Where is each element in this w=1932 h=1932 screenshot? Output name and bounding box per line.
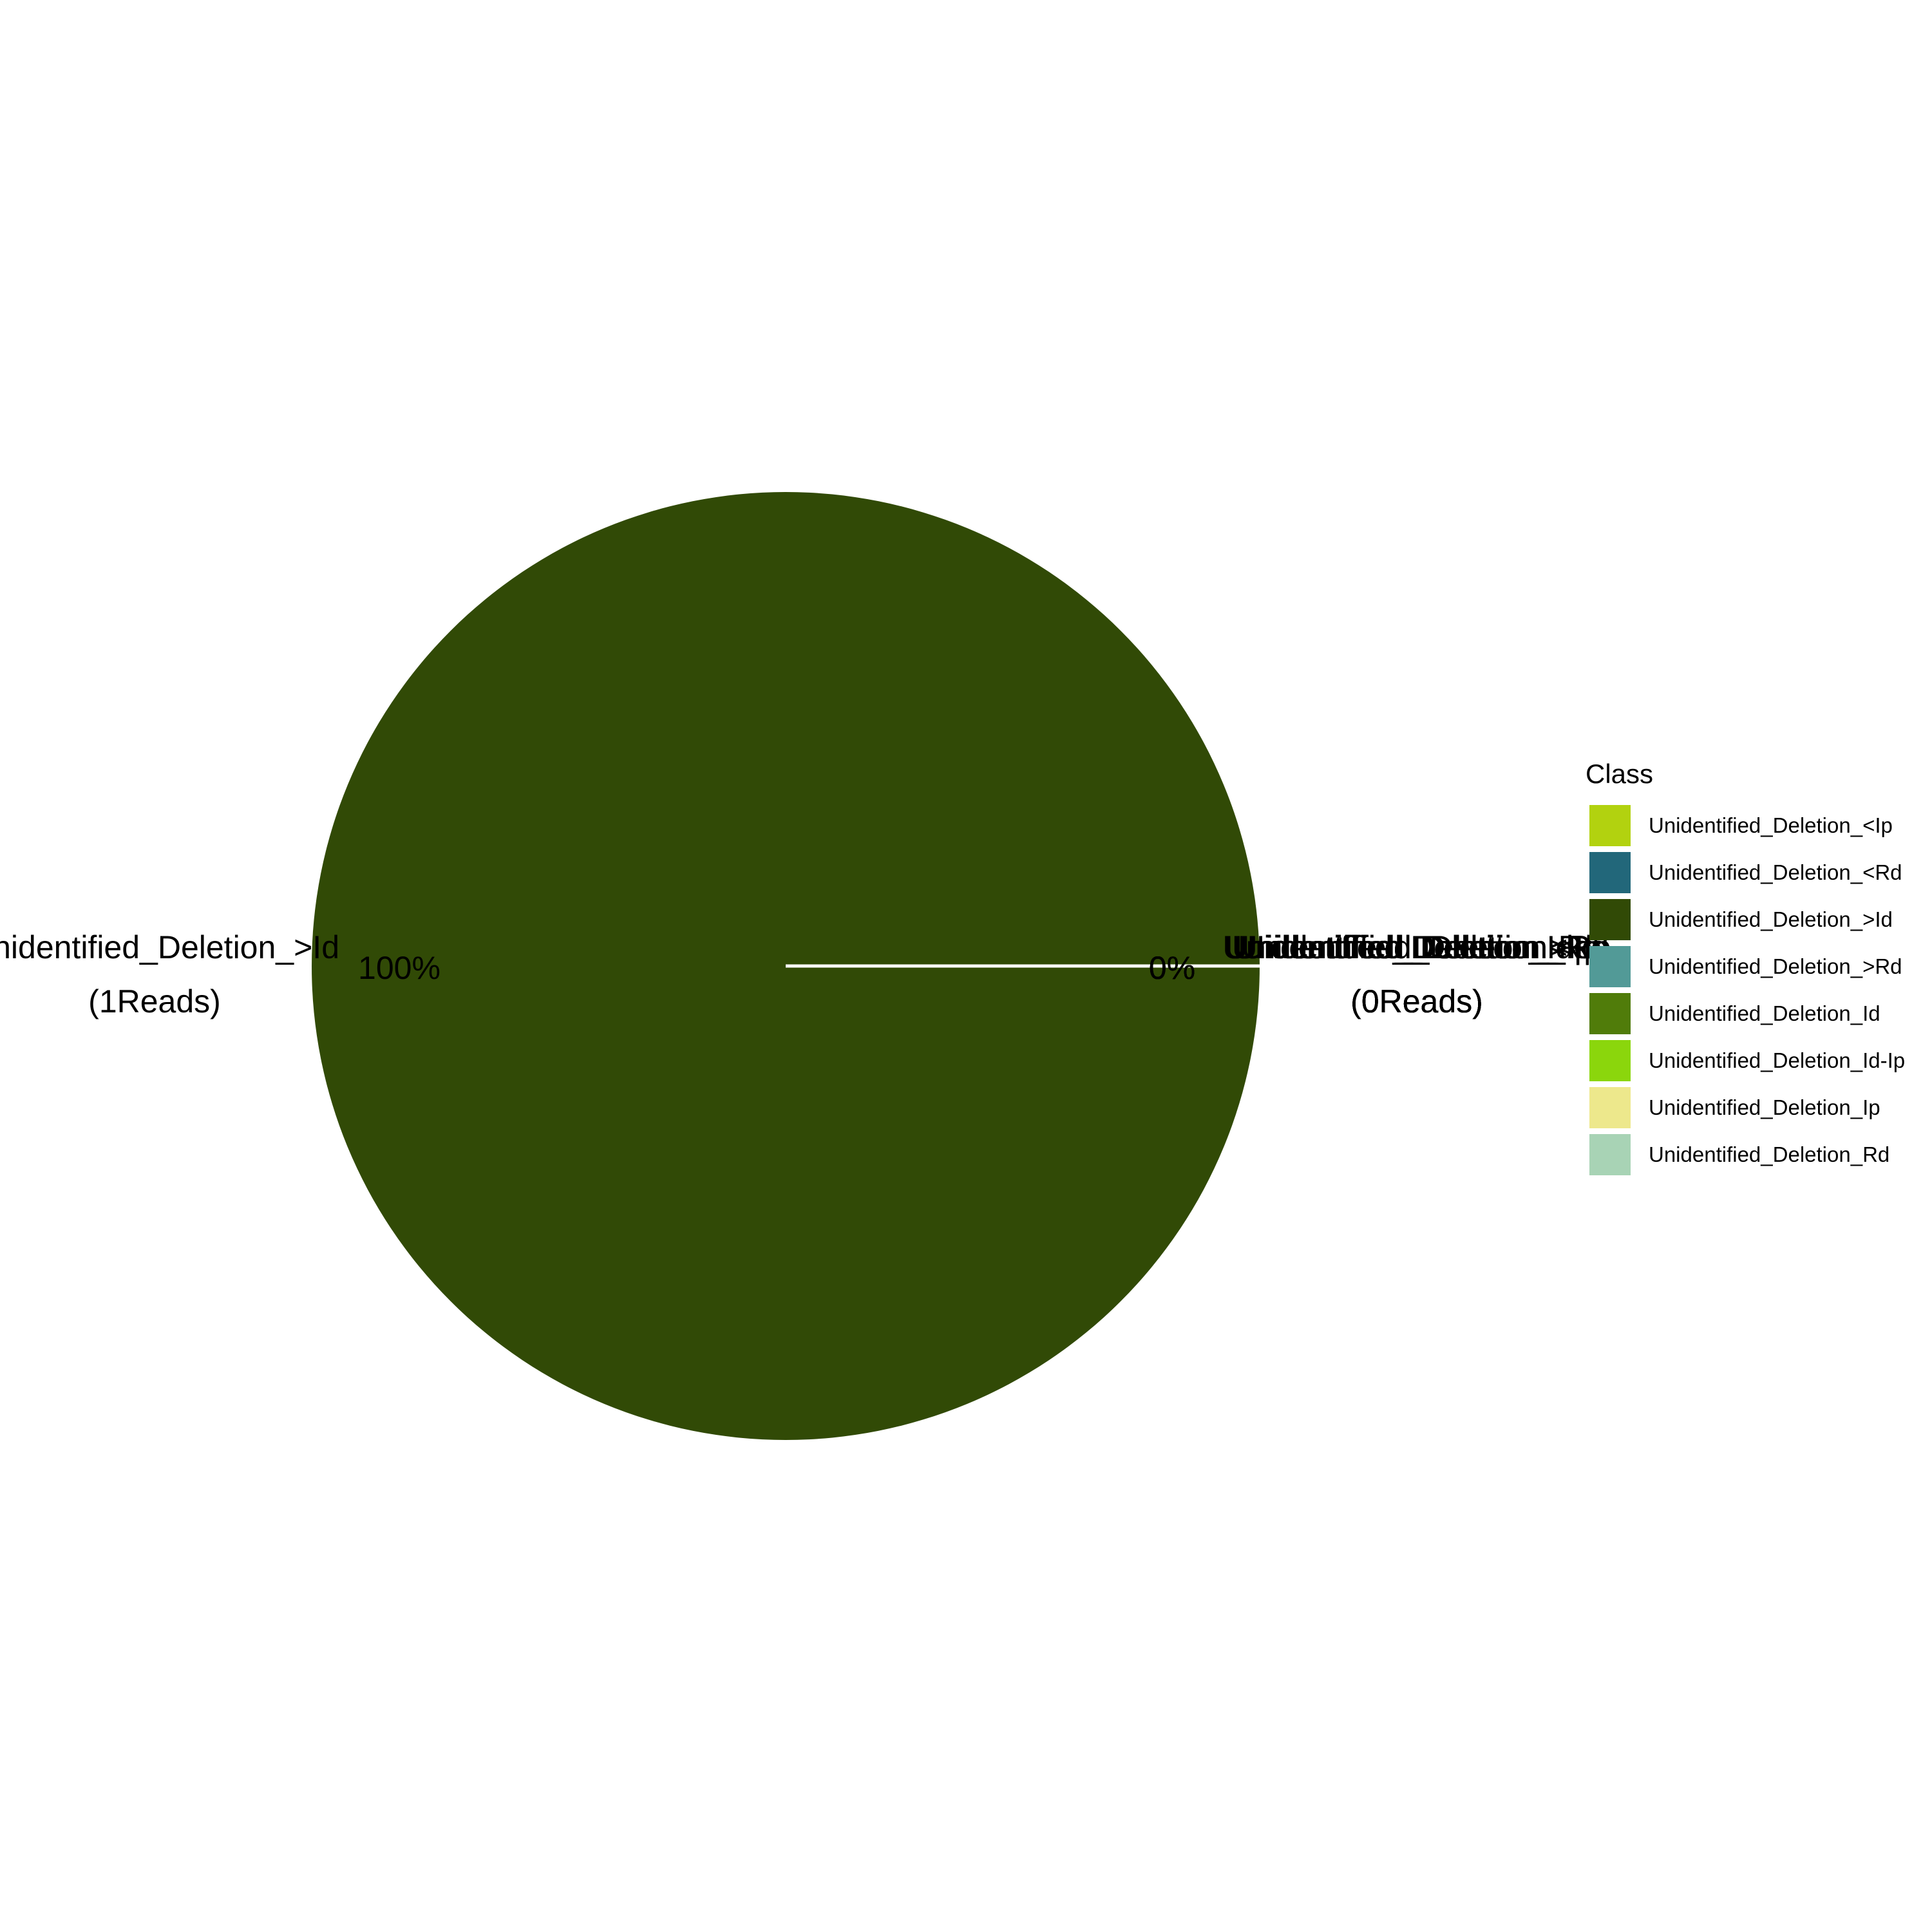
slice-name-label-unidentified-deletion-lt-rd: Unidentified_Deletion_<Rd	[1225, 929, 1609, 965]
slice-name-label-unidentified-deletion-lt-ip: Unidentified_Deletion_<Ip	[1232, 929, 1602, 965]
legend-title: Class	[1586, 759, 1653, 789]
slice-name-label-unidentified-deletion-ip: Unidentified_Deletion_Ip	[1242, 929, 1593, 965]
legend-key-unidentified-deletion-rd	[1589, 1134, 1631, 1175]
slice-percent-label-unidentified-deletion-ip: 0%	[1149, 950, 1195, 986]
legend-label-unidentified-deletion-ip: Unidentified_Deletion_Ip	[1649, 1095, 1880, 1119]
slice-reads-label-unidentified-deletion-rd: (0Reads)	[1350, 983, 1483, 1019]
legend-label-unidentified-deletion-lt-rd: Unidentified_Deletion_<Rd	[1649, 860, 1902, 884]
slice-reads-label-unidentified-deletion-gt-id: (1Reads)	[88, 983, 221, 1019]
legend-label-unidentified-deletion-lt-ip: Unidentified_Deletion_<Ip	[1649, 813, 1893, 837]
slice-name-label-unidentified-deletion-id: Unidentified_Deletion_Id	[1242, 929, 1593, 965]
slice-percent-label-unidentified-deletion-gt-rd: 0%	[1149, 950, 1195, 986]
slice-percent-label-unidentified-deletion-id: 0%	[1149, 950, 1195, 986]
legend-label-unidentified-deletion-id: Unidentified_Deletion_Id	[1649, 1001, 1880, 1025]
legend-label-unidentified-deletion-id-ip: Unidentified_Deletion_Id-Ip	[1649, 1048, 1905, 1072]
slice-percent-label-unidentified-deletion-lt-rd: 0%	[1149, 950, 1195, 986]
legend-label-unidentified-deletion-gt-id: Unidentified_Deletion_>Id	[1649, 907, 1893, 931]
slice-name-label-unidentified-deletion-rd: Unidentified_Deletion_Rd	[1234, 929, 1599, 965]
slice-name-label-unidentified-deletion-gt-rd: Unidentified_Deletion_>Rd	[1225, 929, 1609, 965]
legend-key-unidentified-deletion-gt-id	[1589, 899, 1631, 940]
legend-key-unidentified-deletion-id-ip	[1589, 1040, 1631, 1081]
slice-percent-label-unidentified-deletion-lt-ip: 0%	[1149, 950, 1195, 986]
slice-name-label-unidentified-deletion-gt-id: Unidentified_Deletion_>Id	[0, 929, 339, 965]
slice-name-label-unidentified-deletion-id-ip: Unidentified_Deletion_Id-Ip	[1222, 929, 1611, 965]
legend-label-unidentified-deletion-rd: Unidentified_Deletion_Rd	[1649, 1142, 1889, 1166]
legend-items: Unidentified_Deletion_<Ip Unidentified_De…	[1589, 805, 1905, 1175]
slice-labels: Unidentified_Deletion_>Id (1Reads) 100% Uni…	[0, 929, 1611, 1019]
slice-reads-label-unidentified-deletion-gt-rd: (0Reads)	[1350, 983, 1483, 1019]
slice-percent-label-unidentified-deletion-id-ip: 0%	[1149, 950, 1195, 986]
slice-reads-label-unidentified-deletion-id: (0Reads)	[1350, 983, 1483, 1019]
legend-key-unidentified-deletion-ip	[1589, 1087, 1631, 1128]
slice-reads-label-unidentified-deletion-ip: (0Reads)	[1350, 983, 1483, 1019]
legend: Class Unidentified_Deletion_<IpUnidentif…	[1586, 759, 1905, 1175]
slice-reads-label-unidentified-deletion-id-ip: (0Reads)	[1350, 983, 1483, 1019]
legend-label-unidentified-deletion-gt-rd: Unidentified_Deletion_>Rd	[1649, 954, 1902, 978]
slice-reads-label-unidentified-deletion-lt-rd: (0Reads)	[1350, 983, 1483, 1019]
slice-percent-label-unidentified-deletion-rd: 0%	[1149, 950, 1195, 986]
legend-key-unidentified-deletion-id	[1589, 993, 1631, 1034]
legend-key-unidentified-deletion-lt-rd	[1589, 852, 1631, 893]
slice-percent-label-unidentified-deletion-gt-id: 100%	[358, 950, 440, 986]
legend-key-unidentified-deletion-gt-rd	[1589, 946, 1631, 987]
legend-key-unidentified-deletion-lt-ip	[1589, 805, 1631, 846]
slice-reads-label-unidentified-deletion-lt-ip: (0Reads)	[1350, 983, 1483, 1019]
